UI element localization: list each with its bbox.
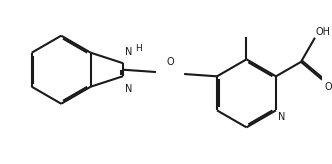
Text: OH: OH (316, 27, 331, 37)
Text: O: O (166, 57, 174, 67)
Text: N: N (278, 112, 285, 122)
Text: O: O (324, 82, 332, 92)
Text: H: H (135, 44, 142, 53)
Text: N: N (125, 84, 132, 94)
Text: N: N (125, 47, 132, 57)
